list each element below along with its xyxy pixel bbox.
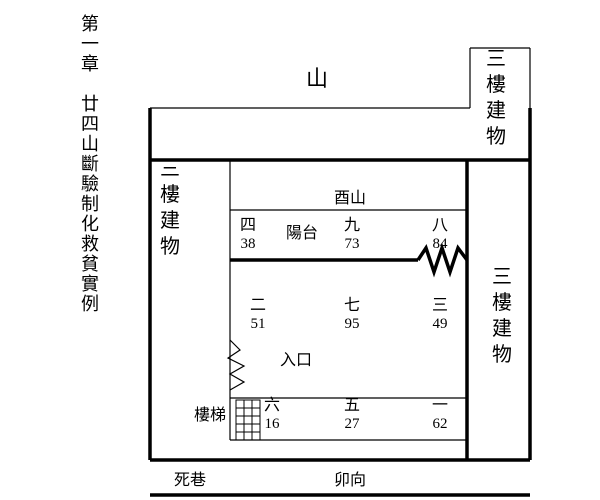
cell-cn: 六: [264, 396, 280, 414]
label-youshan: 酉山: [334, 189, 366, 207]
label-right_lower: 三樓建物: [492, 266, 512, 366]
label-mao_dir: 卯向: [334, 471, 366, 489]
char: 第: [81, 14, 99, 34]
cell-num: 49: [433, 316, 448, 332]
char: 樓: [492, 291, 512, 314]
char: 物: [486, 125, 506, 148]
label-top_right: 三樓建物: [486, 48, 506, 148]
cell-cn: 八: [432, 217, 448, 234]
char: 例: [81, 294, 99, 314]
label-top_middle: 山: [306, 66, 328, 91]
label-stairs: 樓梯: [194, 406, 226, 424]
label-entrance: 入口: [280, 352, 312, 369]
cell-cn: 七: [344, 296, 360, 314]
cell-cn: 四: [240, 217, 256, 234]
chapter-title: 第一章廿四山斷驗制化救貧實例: [81, 14, 99, 314]
char: 制: [81, 194, 99, 214]
char: 樓: [486, 73, 506, 96]
char: 物: [492, 343, 512, 366]
label-yangtai: 陽台: [286, 224, 318, 242]
char: 建: [492, 317, 512, 340]
cell-cn: 三: [432, 297, 448, 314]
cell-cn: 一: [432, 397, 448, 414]
cell-cn: 五: [344, 397, 360, 414]
label-dead_alley: 死巷: [174, 471, 206, 489]
char: 物: [160, 235, 180, 258]
char: 山: [81, 134, 99, 154]
char: 斷: [81, 154, 99, 174]
label-left: 三樓建物: [160, 158, 180, 258]
cell-num: 38: [241, 236, 256, 252]
char: 四: [81, 114, 99, 134]
stair-hatch: [236, 400, 260, 440]
char: 三: [486, 48, 506, 70]
char: 救: [81, 234, 99, 254]
char: 驗: [81, 174, 99, 194]
cell-num: 51: [251, 316, 266, 332]
char: 三: [492, 266, 512, 288]
cell-num: 73: [345, 236, 360, 252]
cell-num: 16: [265, 416, 281, 432]
char: 建: [486, 99, 506, 122]
cell-cn: 二: [250, 297, 266, 314]
char: 廿: [81, 94, 99, 114]
char: 實: [81, 274, 99, 294]
floor-plan-diagram: 第一章廿四山斷驗制化救貧實例山三樓建物三樓建物三樓建物酉山陽台入口樓梯死巷卯向四…: [0, 0, 600, 500]
char: 化: [81, 214, 99, 234]
char: 一: [81, 34, 99, 54]
cell-num: 95: [345, 316, 360, 332]
cell-num: 84: [433, 236, 449, 252]
char: 樓: [160, 183, 180, 206]
char: 建: [160, 209, 180, 232]
char: 貧: [81, 254, 99, 274]
char: 三: [160, 158, 180, 180]
cell-cn: 九: [344, 216, 360, 234]
cell-num: 62: [433, 416, 448, 432]
char: 章: [81, 54, 99, 74]
cell-num: 27: [345, 416, 361, 432]
